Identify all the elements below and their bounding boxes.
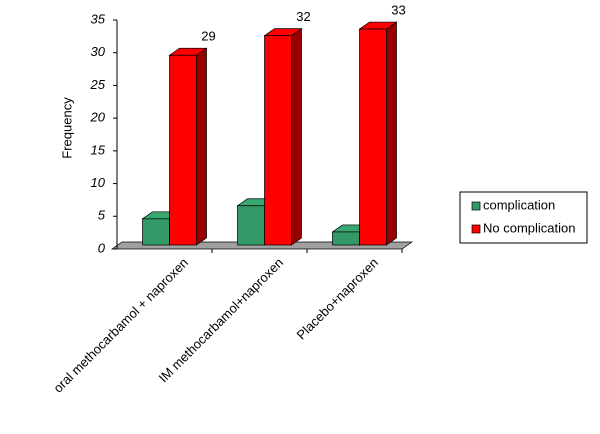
bar [169, 54, 197, 246]
bar [264, 35, 292, 246]
legend-swatch [471, 201, 481, 211]
data-label: 33 [391, 3, 405, 18]
bar [332, 231, 360, 246]
bar-side [196, 47, 207, 246]
y-tick-label: 15 [91, 142, 106, 157]
y-axis-label: Frequency [59, 97, 74, 159]
y-tick-label: 0 [98, 240, 106, 255]
bar-side [291, 27, 302, 246]
bar-side [386, 21, 397, 246]
bar [359, 28, 387, 246]
x-tick-label: Placebo+naproxen [294, 255, 382, 343]
data-label: 29 [201, 29, 215, 44]
bar [237, 205, 265, 246]
y-tick-label: 5 [98, 208, 106, 223]
y-tick-label: 35 [91, 11, 106, 26]
legend-box [459, 191, 588, 244]
bar [142, 218, 170, 246]
y-tick-label: 10 [91, 175, 106, 190]
y-tick-label: 20 [90, 110, 106, 125]
legend-label: No complication [483, 220, 576, 235]
legend-swatch [471, 224, 481, 234]
y-tick-label: 25 [90, 77, 106, 92]
legend-label: complication [483, 197, 555, 212]
y-tick-label: 30 [91, 44, 106, 59]
data-label: 32 [296, 9, 310, 24]
